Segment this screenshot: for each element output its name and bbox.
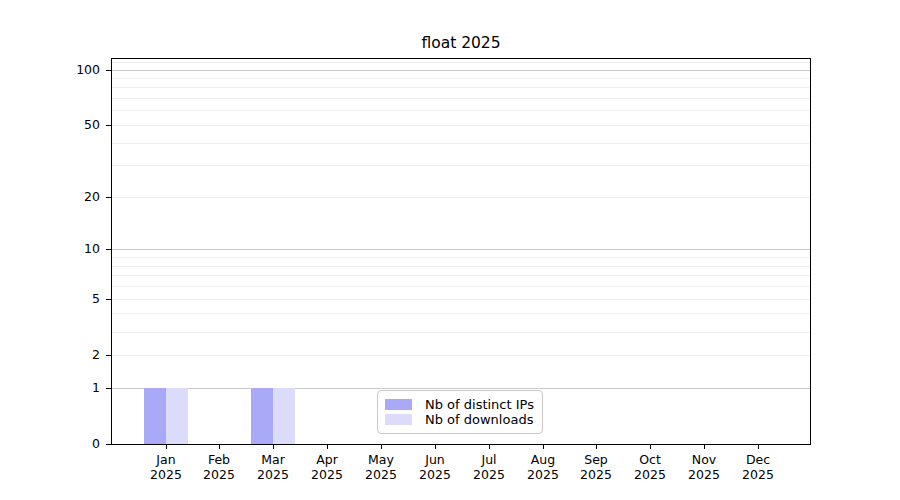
y-tick-label: 5: [0, 291, 100, 307]
y-tick-mark: [106, 249, 112, 250]
x-tick-label-jul: Jul 2025: [461, 452, 517, 482]
legend-item-downloads: Nb of downloads: [385, 412, 533, 427]
y-tick-label: 20: [0, 189, 100, 205]
y-tick-label: 1: [0, 380, 100, 396]
y-tick-mark: [106, 388, 112, 389]
x-tick-mark: [704, 444, 705, 449]
x-tick-mark: [273, 444, 274, 449]
x-tick-mark: [650, 444, 651, 449]
y-tick-mark: [106, 355, 112, 356]
x-tick-mark: [758, 444, 759, 449]
legend: Nb of distinct IPs Nb of downloads: [377, 390, 543, 434]
y-tick-label: 100: [0, 62, 100, 78]
y-tick-mark: [106, 70, 112, 71]
legend-item-distinct-ips: Nb of distinct IPs: [385, 397, 533, 412]
y-tick-label: 0: [0, 436, 100, 452]
legend-label-downloads: Nb of downloads: [425, 412, 533, 427]
plot-area: Nb of distinct IPs Nb of downloads: [111, 58, 811, 445]
x-tick-mark: [327, 444, 328, 449]
legend-swatch-downloads-icon: [385, 414, 412, 425]
x-tick-mark: [166, 444, 167, 449]
x-tick-mark: [596, 444, 597, 449]
x-tick-label-oct: Oct 2025: [622, 452, 678, 482]
y-tick-label: 2: [0, 347, 100, 363]
x-tick-mark: [489, 444, 490, 449]
x-tick-label-aug: Aug 2025: [515, 452, 571, 482]
x-tick-mark: [543, 444, 544, 449]
x-tick-label-dec: Dec 2025: [730, 452, 786, 482]
y-tick-mark: [106, 197, 112, 198]
x-tick-label-nov: Nov 2025: [676, 452, 732, 482]
x-tick-label-sep: Sep 2025: [568, 452, 624, 482]
bar-jan-distinct-ips: [144, 388, 166, 444]
bar-mar-distinct-ips: [251, 388, 273, 444]
x-tick-mark: [381, 444, 382, 449]
legend-swatch-distinct-ips-icon: [385, 399, 412, 410]
legend-label-distinct-ips: Nb of distinct IPs: [425, 397, 534, 412]
x-tick-label-mar: Mar 2025: [245, 452, 301, 482]
x-tick-mark: [219, 444, 220, 449]
x-tick-mark: [435, 444, 436, 449]
x-tick-label-may: May 2025: [353, 452, 409, 482]
figure: float 2025 Nb of distinct IPs Nb of down…: [0, 0, 900, 500]
y-tick-mark: [106, 299, 112, 300]
y-tick-mark: [106, 125, 112, 126]
bars-layer: [112, 59, 810, 444]
y-tick-label: 10: [0, 241, 100, 257]
x-tick-label-jun: Jun 2025: [407, 452, 463, 482]
y-tick-label: 50: [0, 117, 100, 133]
x-tick-label-feb: Feb 2025: [191, 452, 247, 482]
y-tick-mark: [106, 444, 112, 445]
chart-title: float 2025: [112, 34, 810, 52]
x-tick-label-apr: Apr 2025: [299, 452, 355, 482]
bar-jan-downloads: [166, 388, 188, 444]
x-tick-label-jan: Jan 2025: [138, 452, 194, 482]
bar-mar-downloads: [273, 388, 295, 444]
